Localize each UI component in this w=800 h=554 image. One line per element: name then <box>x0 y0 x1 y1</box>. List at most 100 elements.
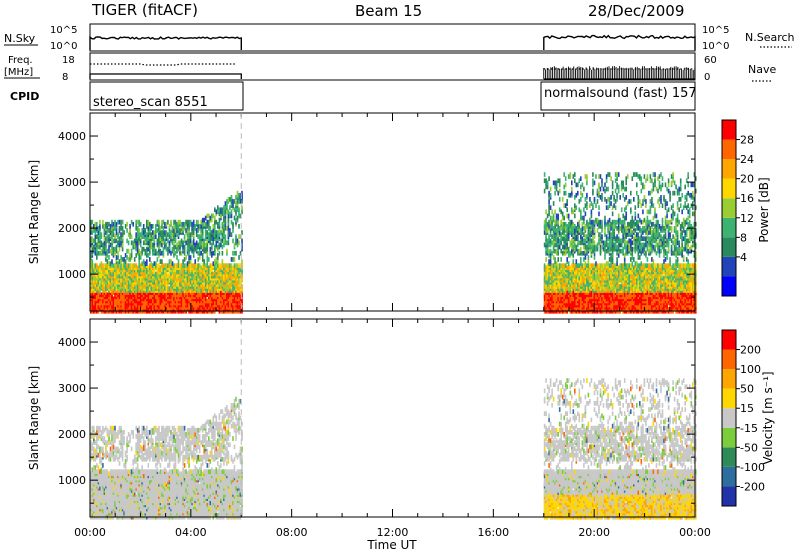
heat-cell <box>179 240 181 246</box>
heat-cell <box>592 288 594 293</box>
heat-cell <box>232 238 234 244</box>
heat-cell <box>548 176 550 181</box>
heat-cell <box>94 221 97 227</box>
heat-cell <box>118 226 121 231</box>
heat-cell <box>596 273 599 279</box>
heat-cell <box>176 300 178 306</box>
heat-cell <box>194 246 196 252</box>
heat-cell <box>121 257 124 262</box>
heat-cell <box>604 255 606 260</box>
heat-cell <box>103 263 106 268</box>
heat-cell <box>232 257 234 262</box>
heat-cell <box>200 265 202 271</box>
heat-cell <box>583 215 585 221</box>
heat-cell <box>232 250 234 256</box>
heat-cell <box>239 192 242 198</box>
heat-cell <box>211 213 213 219</box>
heat-cell <box>139 221 142 227</box>
heat-cell <box>587 242 590 248</box>
heat-cell <box>580 261 582 266</box>
heat-cell <box>150 224 153 229</box>
heat-cell <box>543 219 546 225</box>
heat-cell <box>90 224 92 229</box>
heat-cell <box>211 230 213 235</box>
heat-cell <box>168 259 171 264</box>
heat-cell <box>232 298 234 304</box>
heat-cell <box>214 232 216 237</box>
heat-cell <box>593 228 596 233</box>
heat-cell <box>230 267 233 273</box>
heat-cell <box>150 294 153 300</box>
heat-cell <box>599 236 602 242</box>
heat-cell <box>604 197 606 202</box>
heat-cell <box>230 213 233 219</box>
heat-cell <box>97 250 100 256</box>
heat-cell <box>548 234 550 239</box>
heat-cell <box>215 219 218 225</box>
heat-cell <box>561 236 564 242</box>
heat-cell <box>235 282 237 287</box>
heat-cell <box>156 257 159 262</box>
heat-cell <box>567 192 570 198</box>
heat-cell <box>596 242 599 248</box>
heat-cell <box>557 257 559 262</box>
heat-cell <box>96 253 98 258</box>
heat-cell <box>209 271 212 277</box>
heat-cell <box>581 230 584 235</box>
heat-cell <box>155 234 157 239</box>
heat-cell <box>170 250 172 256</box>
heat-cell <box>558 230 561 235</box>
heat-cell <box>558 197 561 202</box>
heat-cell <box>118 263 121 268</box>
heat-cell <box>546 263 549 268</box>
heat-cell <box>574 228 576 233</box>
heat-cell <box>112 263 115 268</box>
heat-cell <box>232 228 234 233</box>
heat-cell <box>580 257 582 262</box>
heat-cell <box>218 298 221 304</box>
heat-cell <box>601 277 603 283</box>
heat-cell <box>241 230 243 235</box>
heat-cell <box>176 255 178 260</box>
heat-cell <box>118 259 121 264</box>
heat-cell <box>105 242 107 248</box>
heat-cell <box>571 180 573 186</box>
heat-cell <box>117 255 119 260</box>
heat-cell <box>238 255 240 260</box>
heat-cell <box>571 224 573 229</box>
heat-cell <box>614 244 617 250</box>
heat-cell <box>548 304 550 310</box>
heat-cell <box>560 226 562 231</box>
heat-cell <box>100 298 103 304</box>
heat-cell <box>198 242 201 248</box>
heat-cell <box>124 224 127 229</box>
heat-cell <box>155 224 157 229</box>
heat-cell <box>592 263 594 268</box>
heat-cell <box>168 269 171 275</box>
heat-cell <box>112 290 115 295</box>
heat-cell <box>161 230 163 235</box>
heat-cell <box>563 221 565 227</box>
heat-cell <box>120 288 122 293</box>
heat-cell <box>593 263 596 268</box>
heat-cell <box>236 207 239 213</box>
heat-cell <box>555 248 558 254</box>
heat-cell <box>211 242 213 248</box>
heat-cell <box>587 236 590 242</box>
heat-cell <box>595 203 597 208</box>
heat-cell <box>174 250 177 256</box>
heat-cell <box>130 219 133 225</box>
heat-cell <box>100 269 103 275</box>
heat-cell <box>569 265 572 271</box>
heat-cell <box>185 219 187 225</box>
heat-cell <box>602 263 605 268</box>
heat-cell <box>158 234 160 239</box>
heat-cell <box>605 234 608 239</box>
heat-cell <box>235 209 237 215</box>
heat-cell <box>229 228 231 233</box>
heat-cell <box>130 248 133 254</box>
heat-cell <box>192 240 195 246</box>
heat-cell <box>153 261 156 266</box>
heat-cell <box>167 232 169 237</box>
heat-cell <box>188 259 190 264</box>
